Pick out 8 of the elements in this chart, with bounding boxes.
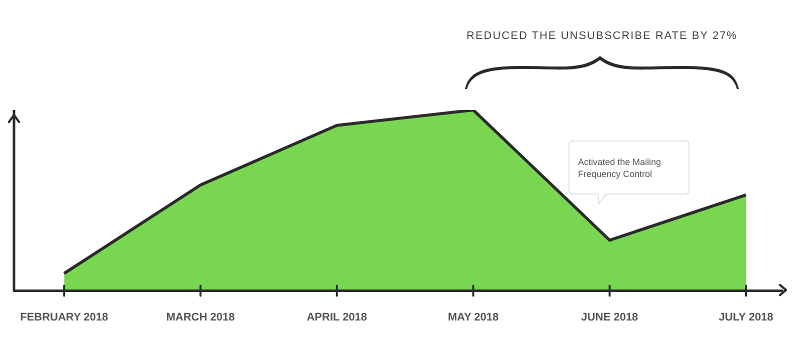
x-tick-label: MAY 2018	[448, 311, 499, 324]
x-tick-label: FEBRUARY 2018	[20, 311, 108, 324]
x-tick-label: JUNE 2018	[581, 311, 638, 324]
x-tick-label: JULY 2018	[718, 311, 774, 324]
annotation: Activated the Mailing Frequency Control	[578, 156, 662, 180]
x-tick-label: MARCH 2018	[166, 311, 235, 324]
text: REDUCED THE UNSUBSCRIBE RATE BY 27%	[466, 30, 738, 42]
x-tick-label: APRIL 2018	[306, 311, 368, 324]
